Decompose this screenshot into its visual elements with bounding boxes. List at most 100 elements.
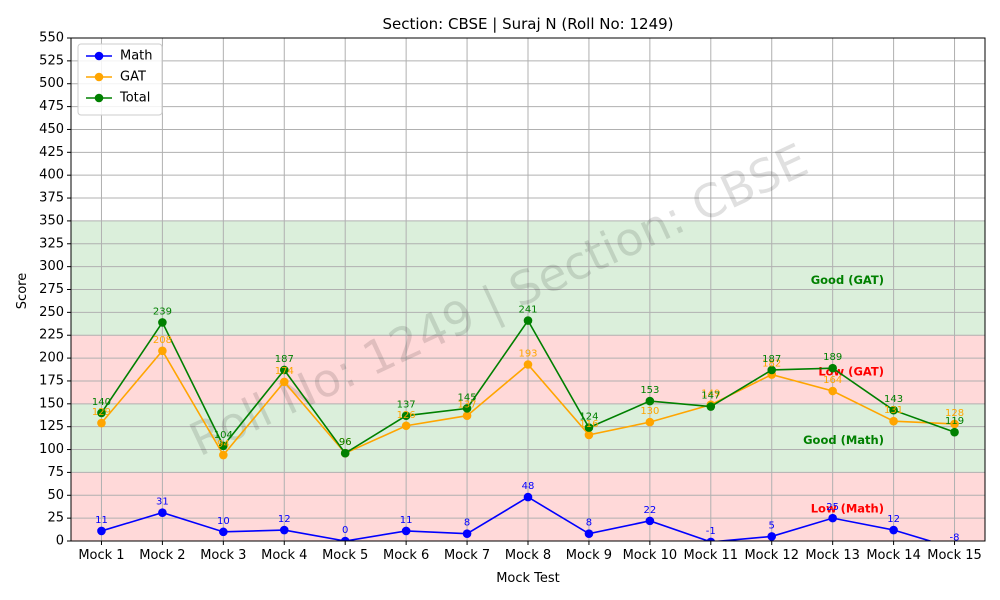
legend-label: GAT <box>120 70 146 85</box>
y-tick-label: 525 <box>39 53 64 68</box>
band-label-low-math: Low (Math) <box>811 501 884 515</box>
data-label-total: 104 <box>214 430 233 441</box>
legend-label: Math <box>120 49 153 64</box>
x-tick-label: Mock 8 <box>505 548 551 563</box>
y-tick-label: 350 <box>39 213 64 228</box>
data-label-gat: 149 <box>701 389 720 400</box>
y-tick-label: 25 <box>47 511 64 526</box>
data-label-total: 145 <box>458 392 477 403</box>
data-point-gat <box>523 360 533 369</box>
data-point-gat <box>219 450 228 460</box>
data-point-total <box>584 423 594 432</box>
data-point-total <box>889 405 898 415</box>
series-lines <box>97 316 959 541</box>
data-label-total: 119 <box>945 416 964 427</box>
data-label-math: 22 <box>643 505 656 516</box>
x-tick-label: Mock 14 <box>866 548 921 563</box>
data-label-total: 147 <box>701 391 720 402</box>
data-label-gat: 137 <box>458 400 477 411</box>
data-point-math <box>97 526 106 536</box>
x-tick-label: Mock 7 <box>444 548 490 563</box>
axes: 0255075100125150175200225250275300325350… <box>39 31 986 563</box>
data-point-total <box>706 402 716 411</box>
data-point-math <box>889 525 898 535</box>
data-label-gat: 129 <box>92 407 111 418</box>
data-label-math: 11 <box>400 515 413 526</box>
data-point-total <box>767 365 777 375</box>
y-tick-label: 500 <box>39 76 64 91</box>
data-point-gat <box>950 419 959 429</box>
series-math <box>97 492 933 541</box>
data-point-total <box>950 427 959 437</box>
band-label-good-gat: Good (GAT) <box>811 273 884 287</box>
y-tick-label: 250 <box>39 305 64 320</box>
data-label-gat: 193 <box>518 348 537 359</box>
y-tick-label: 175 <box>39 373 64 388</box>
y-tick-label: 50 <box>47 488 64 503</box>
data-point-total <box>523 316 533 325</box>
data-point-gat <box>828 386 837 396</box>
data-point-math <box>462 529 472 538</box>
data-label-total: 143 <box>884 394 903 405</box>
data-label-total: 137 <box>397 400 416 411</box>
y-tick-label: 325 <box>39 236 64 251</box>
data-label-math: 31 <box>156 497 169 508</box>
data-label-gat: 128 <box>945 408 964 419</box>
data-point-total <box>279 365 289 375</box>
data-point-math <box>523 492 533 502</box>
data-label-gat: 130 <box>640 406 659 417</box>
data-label-math: 48 <box>522 481 535 492</box>
data-point-total <box>828 363 837 373</box>
x-tick-label: Mock 4 <box>261 548 307 563</box>
data-point-math <box>279 525 289 535</box>
data-label-math: -1 <box>706 526 716 537</box>
legend-swatch-marker <box>94 93 104 103</box>
y-tick-label: 425 <box>39 145 64 160</box>
y-tick-label: 100 <box>39 442 64 457</box>
y-tick-label: 200 <box>39 351 64 366</box>
y-tick-label: 450 <box>39 122 64 137</box>
data-point-total <box>401 411 411 421</box>
data-label-math: 12 <box>278 514 291 525</box>
x-tick-label: Mock 13 <box>805 548 860 563</box>
data-label-math: 12 <box>887 514 900 525</box>
data-label-math: 5 <box>769 520 775 531</box>
data-label-total: 153 <box>640 385 659 396</box>
data-point-gat <box>97 418 106 428</box>
chart-title: Section: CBSE | Suraj N (Roll No: 1249) <box>382 15 673 33</box>
y-tick-label: 475 <box>39 99 64 114</box>
data-label-gat: 182 <box>762 359 781 370</box>
y-tick-label: 275 <box>39 282 64 297</box>
data-point-math <box>645 516 655 526</box>
y-tick-label: 75 <box>47 465 64 480</box>
data-point-math <box>584 529 594 538</box>
x-tick-label: Mock 10 <box>623 548 678 563</box>
data-point-math <box>340 536 350 541</box>
x-tick-label: Mock 11 <box>684 548 739 563</box>
data-point-gat <box>584 430 594 440</box>
series-total <box>97 316 959 458</box>
legend-item-gat: GAT <box>86 70 146 85</box>
band-labels: Low (Math)Good (Math)Low (GAT)Good (GAT) <box>803 273 884 516</box>
data-point-gat <box>889 416 898 426</box>
y-tick-label: 225 <box>39 328 64 343</box>
data-label-math: 10 <box>217 516 230 527</box>
data-label-math: 25 <box>826 502 839 513</box>
data-point-math <box>706 537 716 541</box>
data-label-gat: 126 <box>397 410 416 421</box>
legend-item-math: Math <box>86 49 153 64</box>
y-tick-label: 125 <box>39 419 64 434</box>
data-label-total: 241 <box>518 305 537 316</box>
data-label-math: 8 <box>586 518 592 529</box>
data-label-math: 8 <box>464 518 470 529</box>
data-label-total: 187 <box>762 354 781 365</box>
data-point-math <box>828 513 837 523</box>
data-point-total <box>158 318 167 327</box>
y-tick-label: 150 <box>39 396 64 411</box>
data-point-math <box>158 508 167 517</box>
y-tick-label: 400 <box>39 168 64 183</box>
data-label-gat: 96 <box>339 437 352 448</box>
data-label-total: 189 <box>823 352 842 363</box>
